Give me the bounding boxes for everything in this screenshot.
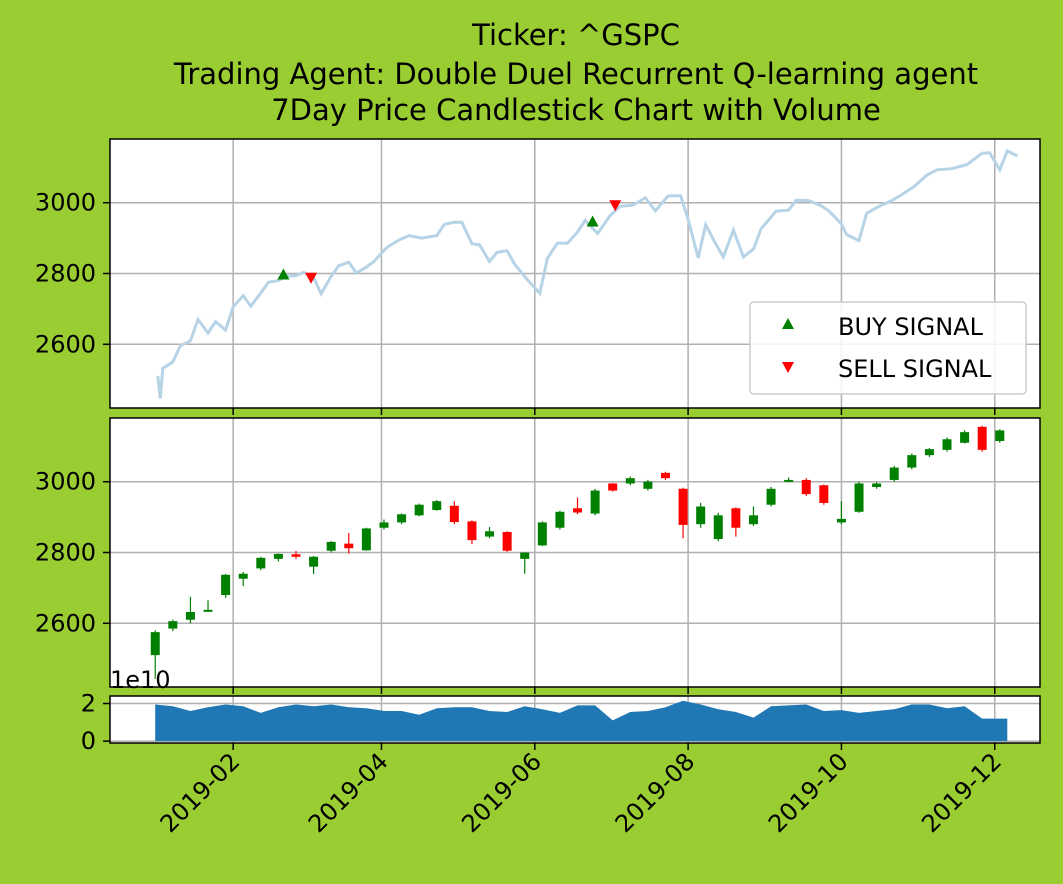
candle-body-up (854, 483, 864, 512)
y-tick-label: 2800 (35, 539, 96, 567)
candle-body-up (872, 483, 882, 488)
chart-title-line-1: Ticker: ^GSPC (471, 18, 680, 52)
chart-title-line-3: 7Day Price Candlestick Chart with Volume (271, 93, 881, 127)
candle-x-tick-marks (232, 687, 996, 694)
legend-buy-label: BUY SIGNAL (838, 313, 984, 341)
volume-area (155, 700, 1008, 742)
candle-y-ticks: 2600 2800 3000 (35, 468, 110, 637)
legend-sell-marker (782, 362, 794, 373)
sell-signal-marker (609, 200, 622, 212)
candle-grid (110, 418, 1040, 687)
candle-body-up (379, 522, 389, 528)
candle-body-up (836, 518, 846, 523)
candle-body-up (485, 531, 495, 537)
candle-body-up (784, 479, 794, 482)
candle-body-down (819, 485, 829, 503)
candle-body-down (467, 521, 477, 541)
legend-box (749, 301, 1027, 395)
sell-signal-marker (305, 272, 318, 284)
candle-body-up (432, 501, 442, 511)
price-line (156, 148, 1019, 399)
volume-multiplier-label: 1e10 (110, 666, 171, 694)
candle-body-down (801, 479, 811, 495)
candle-body-up (273, 553, 283, 559)
candle-body-up (924, 449, 934, 456)
legend: BUY SIGNAL SELL SIGNAL (749, 301, 1027, 395)
y-tick-label: 2 (81, 690, 96, 718)
y-tick-label: 3000 (35, 468, 96, 496)
candle-body-up (748, 515, 758, 525)
candle-body-up (397, 514, 407, 523)
candle-body-down (608, 483, 618, 491)
candle-body-up (960, 432, 970, 443)
price-x-tick-marks (232, 408, 996, 415)
price-panel: 2600 2800 3000 BUY SIGNAL SELL SIGNAL (35, 138, 1041, 415)
y-tick-label: 0 (81, 727, 96, 755)
candle-body-up (625, 478, 635, 484)
candle-body-up (889, 467, 899, 480)
candles (150, 425, 1005, 679)
candle-body-up (643, 481, 653, 489)
candle-body-down (977, 426, 987, 450)
candle-body-up (590, 490, 600, 514)
candle-body-up (203, 609, 213, 612)
candle-body-up (414, 504, 424, 516)
candle-body-down (573, 508, 583, 513)
candle-body-up (696, 506, 706, 525)
candle-body-up (555, 511, 565, 528)
candle-body-up (309, 556, 319, 567)
candle-body-down (344, 543, 354, 549)
candle-body-up (221, 574, 231, 595)
candle-body-up (238, 573, 248, 579)
y-tick-label: 2600 (35, 330, 96, 358)
volume-frame (109, 695, 1041, 744)
legend-sell-label: SELL SIGNAL (838, 355, 992, 383)
candle-body-up (168, 621, 178, 629)
chart-title-line-2: Trading Agent: Double Duel Recurrent Q-l… (173, 57, 978, 91)
candle-body-up (256, 557, 266, 569)
candle-body-down (660, 472, 670, 479)
candlestick-panel: 2600 2800 3000 (35, 417, 1041, 694)
candle-body-down (291, 554, 301, 557)
candle-body-up (537, 522, 547, 546)
y-tick-label: 2600 (35, 609, 96, 637)
candle-body-down (678, 488, 688, 525)
candle-body-up (361, 528, 371, 551)
candle-body-up (942, 439, 952, 450)
buy-signal-marker (586, 215, 599, 227)
candle-body-up (995, 430, 1005, 442)
signal-markers (277, 200, 622, 284)
candle-body-up (713, 515, 723, 540)
buy-signal-marker (277, 268, 290, 280)
candle-body-up (520, 552, 530, 559)
candle-body-up (326, 541, 336, 551)
candle-body-down (449, 505, 459, 523)
candle-body-up (150, 632, 160, 656)
price-y-ticks: 2600 2800 3000 (35, 189, 110, 358)
candle-body-down (502, 531, 512, 551)
y-tick-label: 3000 (35, 189, 96, 217)
legend-buy-marker (782, 318, 794, 329)
candle-body-down (731, 508, 741, 528)
candle-body-up (185, 611, 195, 620)
volume-y-ticks: 02 (81, 690, 110, 755)
candle-body-up (907, 455, 917, 468)
y-tick-label: 2800 (35, 260, 96, 288)
candle-body-up (766, 488, 776, 505)
